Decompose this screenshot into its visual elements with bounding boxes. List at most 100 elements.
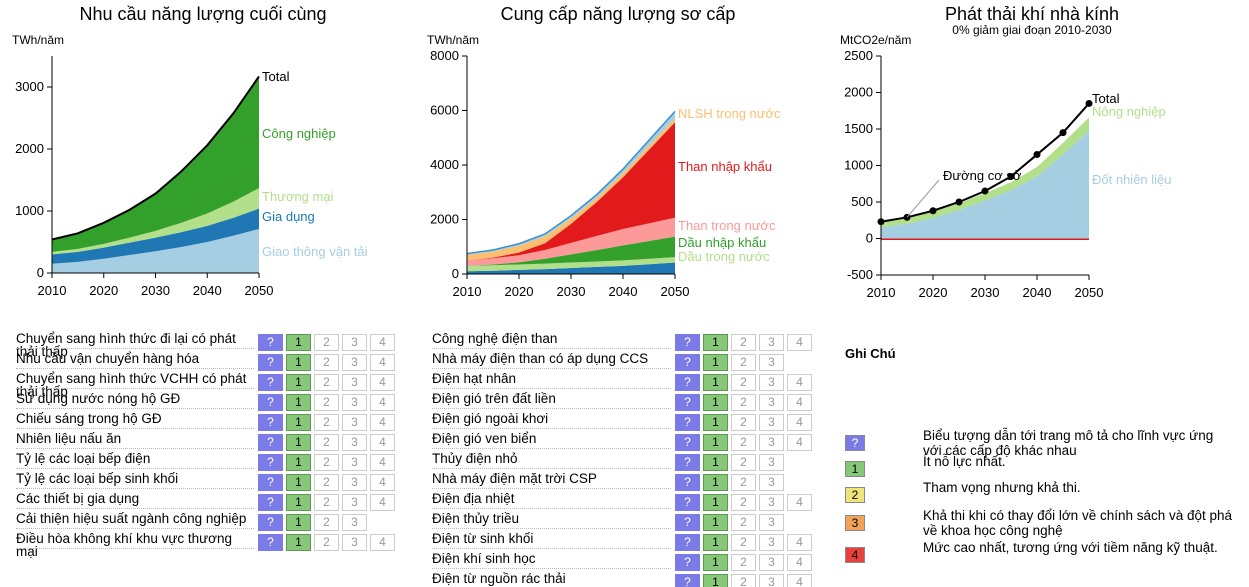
level-4-button[interactable]: 4 xyxy=(787,334,812,351)
level-1-button[interactable]: 1 xyxy=(703,514,728,531)
help-button[interactable]: ? xyxy=(258,354,283,371)
level-3-button[interactable]: 3 xyxy=(759,534,784,551)
level-4-button[interactable]: 4 xyxy=(370,474,395,491)
level-2-button[interactable]: 2 xyxy=(314,374,339,391)
level-4-button[interactable]: 4 xyxy=(787,494,812,511)
level-3-button[interactable]: 3 xyxy=(342,394,367,411)
level-2-button[interactable]: 2 xyxy=(731,334,756,351)
level-2-button[interactable]: 2 xyxy=(731,514,756,531)
help-button[interactable]: ? xyxy=(258,474,283,491)
level-4-button[interactable]: 4 xyxy=(370,394,395,411)
help-button[interactable]: ? xyxy=(258,414,283,431)
help-button[interactable]: ? xyxy=(258,514,283,531)
level-1-button[interactable]: 1 xyxy=(286,514,311,531)
level-3-button[interactable]: 3 xyxy=(759,574,784,587)
level-2-button[interactable]: 2 xyxy=(731,454,756,471)
level-4-button[interactable]: 4 xyxy=(370,374,395,391)
help-button[interactable]: ? xyxy=(675,514,700,531)
help-button[interactable]: ? xyxy=(258,494,283,511)
help-button[interactable]: ? xyxy=(675,554,700,571)
level-3-button[interactable]: 3 xyxy=(759,474,784,491)
level-1-button[interactable]: 1 xyxy=(286,374,311,391)
level-4-button[interactable]: 4 xyxy=(787,414,812,431)
level-3-button[interactable]: 3 xyxy=(759,334,784,351)
level-2-button[interactable]: 2 xyxy=(314,434,339,451)
level-2-button[interactable]: 2 xyxy=(314,354,339,371)
level-3-button[interactable]: 3 xyxy=(759,554,784,571)
level-3-button[interactable]: 3 xyxy=(759,494,784,511)
level-3-button[interactable]: 3 xyxy=(759,434,784,451)
level-3-button[interactable]: 3 xyxy=(342,434,367,451)
level-1-button[interactable]: 1 xyxy=(703,574,728,587)
level-3-button[interactable]: 3 xyxy=(342,474,367,491)
level-1-button[interactable]: 1 xyxy=(703,394,728,411)
help-button[interactable]: ? xyxy=(675,374,700,391)
level-2-button[interactable]: 2 xyxy=(314,394,339,411)
help-button[interactable]: ? xyxy=(258,334,283,351)
help-button[interactable]: ? xyxy=(675,434,700,451)
level-4-button[interactable]: 4 xyxy=(370,434,395,451)
level-1-button[interactable]: 1 xyxy=(703,534,728,551)
help-button[interactable]: ? xyxy=(258,434,283,451)
help-button[interactable]: ? xyxy=(675,494,700,511)
level-3-button[interactable]: 3 xyxy=(759,394,784,411)
level-2-button[interactable]: 2 xyxy=(731,434,756,451)
level-3-button[interactable]: 3 xyxy=(342,514,367,531)
level-4-button[interactable]: 4 xyxy=(787,554,812,571)
level-1-button[interactable]: 1 xyxy=(286,454,311,471)
level-1-button[interactable]: 1 xyxy=(286,474,311,491)
level-3-button[interactable]: 3 xyxy=(342,414,367,431)
level-1-button[interactable]: 1 xyxy=(286,414,311,431)
level-4-button[interactable]: 4 xyxy=(370,454,395,471)
level-2-button[interactable]: 2 xyxy=(314,474,339,491)
level-3-button[interactable]: 3 xyxy=(759,374,784,391)
level-2-button[interactable]: 2 xyxy=(731,374,756,391)
level-4-button[interactable]: 4 xyxy=(370,354,395,371)
level-4-button[interactable]: 4 xyxy=(370,494,395,511)
help-button[interactable]: ? xyxy=(258,394,283,411)
level-3-button[interactable]: 3 xyxy=(759,354,784,371)
level-2-button[interactable]: 2 xyxy=(731,554,756,571)
level-1-button[interactable]: 1 xyxy=(703,374,728,391)
level-1-button[interactable]: 1 xyxy=(286,494,311,511)
level-3-button[interactable]: 3 xyxy=(759,414,784,431)
help-button[interactable]: ? xyxy=(258,374,283,391)
level-2-button[interactable]: 2 xyxy=(731,474,756,491)
help-button[interactable]: ? xyxy=(675,354,700,371)
level-2-button[interactable]: 2 xyxy=(314,514,339,531)
level-3-button[interactable]: 3 xyxy=(342,454,367,471)
help-button[interactable]: ? xyxy=(675,474,700,491)
level-2-button[interactable]: 2 xyxy=(731,494,756,511)
level-1-button[interactable]: 1 xyxy=(286,394,311,411)
help-button[interactable]: ? xyxy=(258,534,283,551)
help-button[interactable]: ? xyxy=(675,534,700,551)
level-1-button[interactable]: 1 xyxy=(286,334,311,351)
level-3-button[interactable]: 3 xyxy=(342,494,367,511)
level-3-button[interactable]: 3 xyxy=(759,454,784,471)
level-4-button[interactable]: 4 xyxy=(370,334,395,351)
level-4-button[interactable]: 4 xyxy=(370,534,395,551)
help-button[interactable]: ? xyxy=(258,454,283,471)
level-2-button[interactable]: 2 xyxy=(731,534,756,551)
level-1-button[interactable]: 1 xyxy=(703,454,728,471)
level-4-button[interactable]: 4 xyxy=(787,374,812,391)
level-1-button[interactable]: 1 xyxy=(703,474,728,491)
help-button[interactable]: ? xyxy=(675,454,700,471)
level-2-button[interactable]: 2 xyxy=(314,334,339,351)
level-3-button[interactable]: 3 xyxy=(342,374,367,391)
help-button[interactable]: ? xyxy=(675,414,700,431)
level-2-button[interactable]: 2 xyxy=(731,354,756,371)
level-3-button[interactable]: 3 xyxy=(342,534,367,551)
level-1-button[interactable]: 1 xyxy=(703,434,728,451)
help-button[interactable]: ? xyxy=(675,394,700,411)
level-2-button[interactable]: 2 xyxy=(314,534,339,551)
level-2-button[interactable]: 2 xyxy=(314,454,339,471)
level-4-button[interactable]: 4 xyxy=(370,414,395,431)
level-1-button[interactable]: 1 xyxy=(703,334,728,351)
level-2-button[interactable]: 2 xyxy=(731,574,756,587)
level-3-button[interactable]: 3 xyxy=(342,334,367,351)
level-4-button[interactable]: 4 xyxy=(787,534,812,551)
level-1-button[interactable]: 1 xyxy=(286,534,311,551)
level-3-button[interactable]: 3 xyxy=(759,514,784,531)
level-2-button[interactable]: 2 xyxy=(731,414,756,431)
